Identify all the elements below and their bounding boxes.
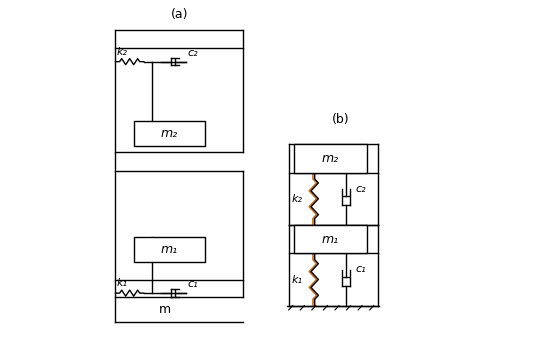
Text: k₁: k₁ bbox=[117, 278, 128, 288]
Text: m: m bbox=[159, 303, 171, 316]
Bar bbox=[134, 237, 205, 262]
Text: k₂: k₂ bbox=[292, 194, 303, 204]
Text: m₂: m₂ bbox=[161, 127, 178, 140]
Text: (a): (a) bbox=[171, 8, 188, 21]
Bar bbox=[294, 225, 367, 253]
Text: c₁: c₁ bbox=[355, 264, 366, 274]
Text: k₁: k₁ bbox=[292, 275, 303, 285]
Text: c₂: c₂ bbox=[188, 48, 199, 57]
Text: m₁: m₁ bbox=[161, 243, 178, 256]
Text: m₂: m₂ bbox=[322, 152, 339, 165]
Text: m₁: m₁ bbox=[322, 233, 339, 246]
Text: k₂: k₂ bbox=[117, 47, 128, 57]
Text: c₂: c₂ bbox=[355, 184, 366, 194]
Text: c₁: c₁ bbox=[188, 279, 199, 289]
Text: (b): (b) bbox=[332, 113, 350, 126]
Bar bbox=[134, 120, 205, 146]
Bar bbox=[294, 144, 367, 173]
